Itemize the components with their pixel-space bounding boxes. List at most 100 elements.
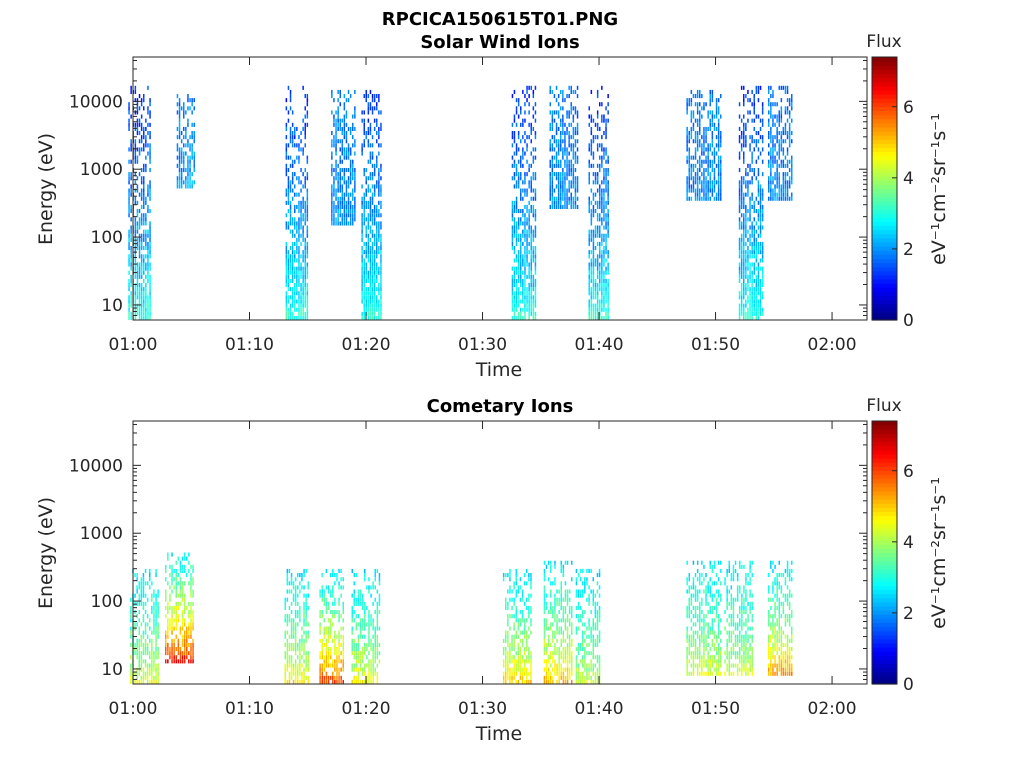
flux-cell — [365, 98, 367, 103]
flux-cell — [772, 114, 774, 119]
flux-cell — [703, 102, 705, 107]
flux-cell — [292, 667, 295, 672]
flux-cell — [703, 135, 705, 140]
flux-cell — [745, 172, 747, 177]
flux-cell — [321, 585, 323, 590]
flux-cell — [556, 601, 558, 606]
flux-cell — [545, 642, 548, 647]
flux-cell — [357, 622, 360, 627]
flux-cell — [138, 295, 141, 300]
flux-cell — [566, 168, 568, 173]
flux-cell — [745, 94, 747, 99]
flux-cell — [149, 98, 151, 103]
flux-cell — [553, 172, 556, 177]
flux-cell — [761, 266, 764, 271]
flux-cell — [345, 188, 348, 193]
flux-cell — [149, 573, 151, 578]
flux-cell — [143, 315, 145, 320]
flux-cell — [171, 564, 173, 569]
flux-cell — [707, 196, 709, 201]
flux-cell — [607, 209, 609, 214]
flux-cell — [191, 110, 193, 115]
flux-cell — [294, 642, 297, 647]
flux-cell — [370, 659, 372, 664]
flux-cell — [522, 135, 524, 140]
flux-cell — [165, 597, 167, 602]
flux-cell — [532, 204, 535, 209]
flux-cell — [151, 630, 153, 635]
flux-cell — [187, 172, 189, 177]
flux-cell — [294, 651, 297, 656]
flux-cell — [376, 204, 378, 209]
flux-cell — [185, 151, 187, 156]
x-tick-label: 01:10 — [225, 335, 274, 355]
flux-cell — [703, 151, 705, 156]
flux-cell — [171, 573, 173, 578]
flux-cell — [607, 102, 609, 107]
flux-cell — [791, 102, 793, 107]
flux-cell — [524, 270, 526, 275]
flux-cell — [738, 303, 741, 308]
flux-cell — [576, 147, 579, 152]
flux-cell — [335, 110, 337, 115]
flux-cell — [186, 605, 188, 610]
flux-cell — [784, 122, 787, 127]
flux-cell — [335, 172, 337, 177]
flux-cell — [294, 283, 296, 288]
flux-cell — [297, 614, 299, 619]
flux-cell — [359, 663, 362, 668]
flux-cell — [768, 89, 770, 94]
flux-cell — [757, 184, 760, 189]
flux-cell — [711, 131, 714, 136]
flux-cell — [304, 270, 306, 275]
flux-cell — [376, 184, 378, 189]
flux-cell — [520, 254, 522, 259]
flux-cell — [607, 307, 609, 312]
flux-cell — [755, 114, 758, 119]
flux-cell — [515, 283, 518, 288]
flux-cell — [302, 270, 304, 275]
flux-cell — [757, 209, 760, 214]
flux-cell — [709, 163, 711, 168]
flux-cell — [515, 233, 518, 238]
flux-cell — [331, 188, 333, 193]
flux-cell — [292, 630, 295, 635]
flux-cell — [298, 262, 300, 267]
flux-cell — [564, 139, 566, 144]
flux-cell — [688, 176, 690, 181]
flux-cell — [596, 262, 599, 267]
flux-cell — [373, 307, 376, 312]
flux-cell — [751, 151, 753, 156]
flux-cell — [378, 651, 381, 656]
flux-cell — [336, 634, 338, 639]
flux-cell — [738, 274, 741, 279]
flux-cell — [369, 254, 372, 259]
flux-cell — [694, 118, 697, 123]
flux-cell — [367, 250, 370, 255]
flux-cell — [599, 303, 601, 308]
flux-cell — [334, 642, 336, 647]
flux-cell — [558, 651, 560, 656]
flux-cell — [183, 110, 185, 115]
flux-cell — [607, 266, 609, 271]
flux-cell — [507, 659, 509, 664]
flux-cell — [364, 610, 366, 615]
flux-cell — [302, 254, 304, 259]
flux-cell — [788, 139, 791, 144]
flux-cell — [147, 188, 149, 193]
flux-cell — [130, 85, 132, 90]
flux-cell — [331, 155, 333, 160]
flux-cell — [690, 155, 693, 160]
flux-cell — [134, 180, 137, 185]
flux-cell — [183, 647, 186, 652]
flux-cell — [551, 126, 554, 131]
flux-cell — [134, 151, 137, 156]
flux-cell — [374, 651, 376, 656]
flux-cell — [556, 667, 558, 672]
flux-cell — [351, 605, 353, 610]
flux-cell — [321, 667, 323, 672]
flux-cell — [743, 126, 745, 131]
flux-cell — [323, 655, 326, 660]
flux-cell — [590, 278, 593, 283]
flux-cell — [509, 589, 511, 594]
